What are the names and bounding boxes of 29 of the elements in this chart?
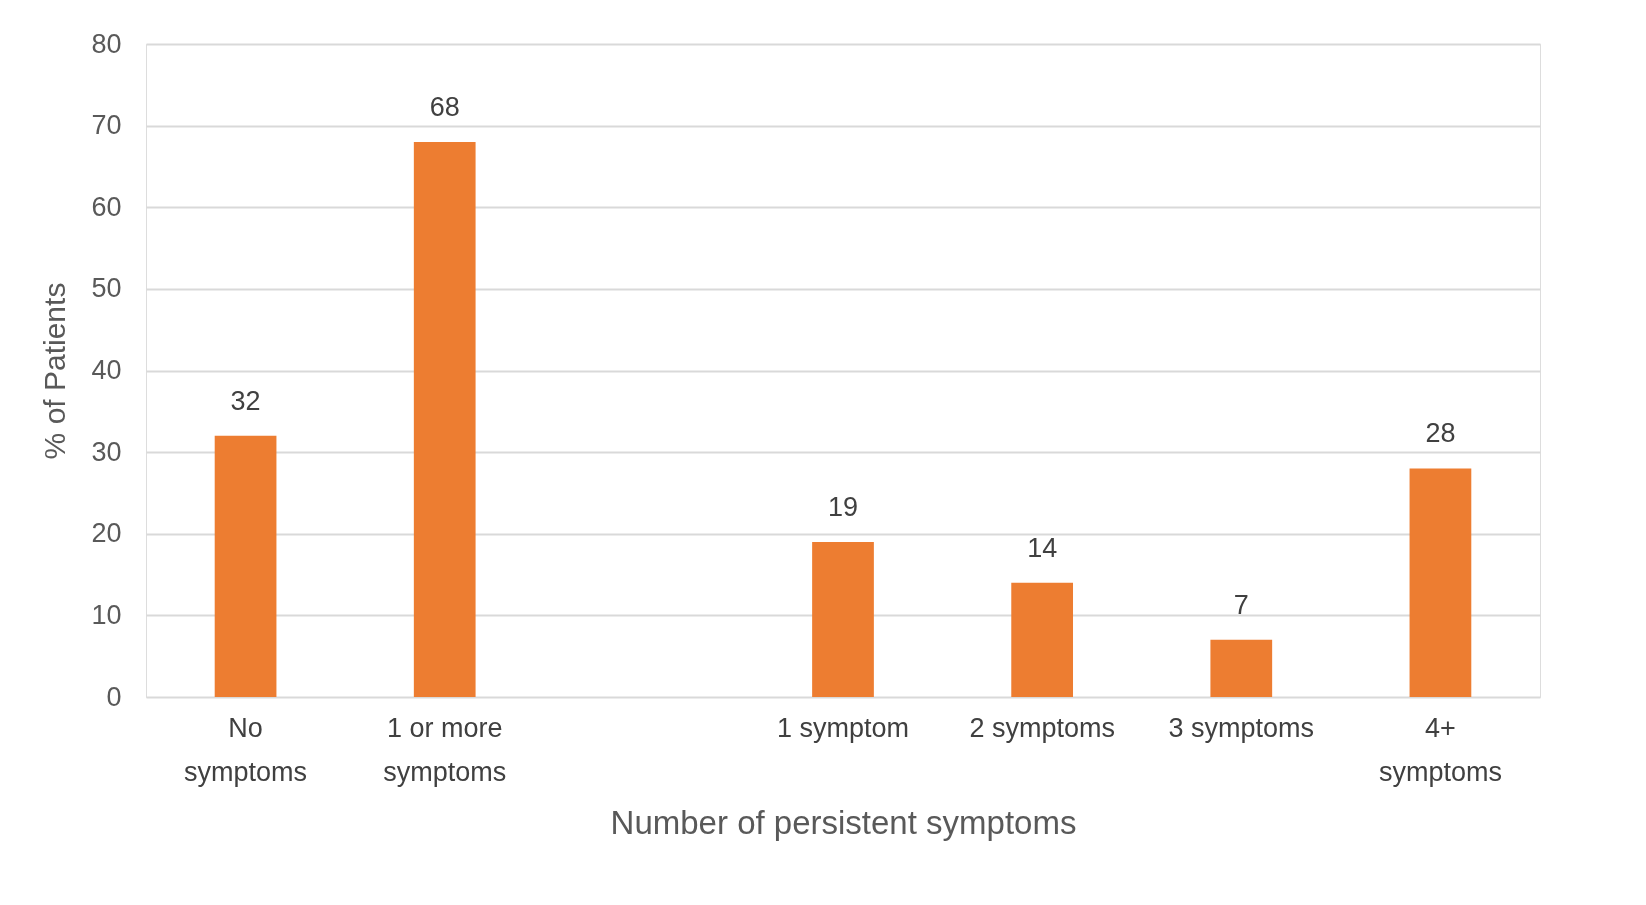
y-tick-label: 60: [91, 191, 122, 222]
x-tick-label: 1 symptom: [776, 712, 910, 743]
y-tick-label: 70: [91, 110, 122, 141]
x-tick-label: 4+ symptoms: [1378, 712, 1502, 787]
bar: [1409, 468, 1472, 697]
bar: [1011, 582, 1074, 697]
x-axis-title: Number of persistent symptoms: [610, 803, 1077, 841]
y-tick-label: 20: [91, 518, 122, 549]
x-tick-label: 3 symptoms: [1168, 712, 1315, 743]
x-tick-label: 1 or more symptoms: [383, 712, 507, 787]
data-label: 32: [230, 385, 261, 416]
data-label: 19: [827, 491, 859, 522]
y-tick-label: 10: [91, 599, 122, 630]
bar: [413, 141, 476, 697]
y-tick-label: 80: [91, 28, 122, 59]
y-tick-label: 30: [91, 436, 122, 467]
y-tick-label: 50: [91, 273, 122, 304]
y-axis-title: % of Patients: [38, 282, 72, 460]
bar: [214, 435, 277, 697]
x-tick-label: No symptoms: [184, 712, 308, 787]
data-label: 14: [1027, 532, 1058, 563]
data-label: 68: [429, 91, 460, 122]
x-tick-label: 2 symptoms: [969, 712, 1115, 743]
bar: [1210, 639, 1273, 697]
y-tick-label: 40: [91, 355, 122, 385]
bar: [812, 541, 874, 697]
data-label: 7: [1233, 589, 1249, 620]
y-tick-label: 0: [106, 681, 122, 712]
data-label: 28: [1425, 418, 1456, 449]
